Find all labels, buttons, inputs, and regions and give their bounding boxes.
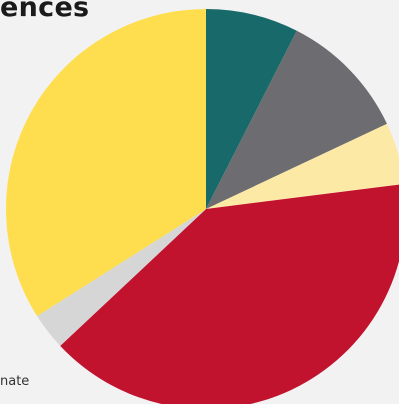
chart-title-fragment: ences bbox=[0, 0, 90, 23]
pie-slice-4 bbox=[60, 184, 399, 404]
pie-slice-3 bbox=[206, 123, 399, 209]
pie-slice-2 bbox=[206, 30, 387, 209]
footnote-fragment: nate bbox=[0, 374, 30, 389]
pie-slice-1 bbox=[206, 9, 297, 209]
pie-slice-6 bbox=[5, 8, 207, 317]
pie-slice-5 bbox=[37, 209, 206, 346]
